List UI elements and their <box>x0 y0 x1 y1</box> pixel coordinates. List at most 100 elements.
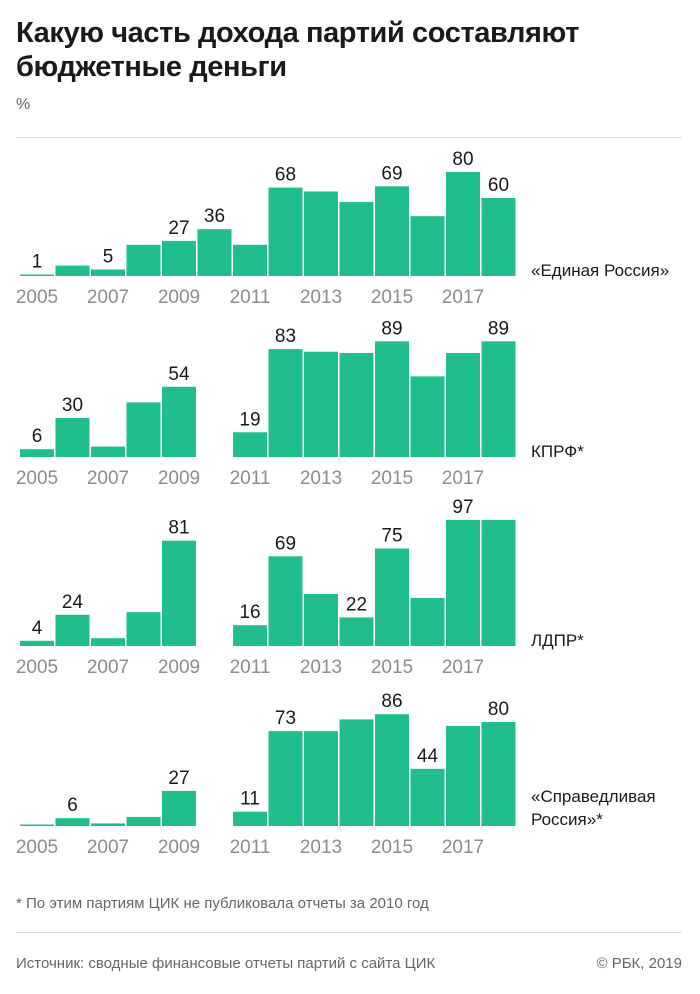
bar-2017 <box>446 353 480 457</box>
bar-2012 <box>268 556 303 646</box>
bar-2006 <box>55 265 90 276</box>
unit-label: % <box>16 96 31 113</box>
tick-label-2007: 2007 <box>87 657 129 678</box>
tick-label-2009: 2009 <box>158 657 200 678</box>
data-label-2009: 27 <box>168 218 189 239</box>
bar-2014 <box>339 353 374 457</box>
data-label-2012: 73 <box>275 708 296 729</box>
data-label-2015: 86 <box>381 691 402 712</box>
bar-2016 <box>410 768 445 826</box>
series-name-line: Россия»* <box>531 810 603 829</box>
bar-2017 <box>446 519 480 646</box>
tick-label-2005: 2005 <box>16 837 58 858</box>
data-label-2016: 44 <box>417 746 439 767</box>
bar-2017 <box>446 725 480 826</box>
bar-2015 <box>375 186 409 276</box>
data-label-2010: 36 <box>204 206 225 227</box>
series-name-line: ЛДПР* <box>531 631 584 650</box>
data-label-2015: 75 <box>381 526 402 547</box>
bar-2018 <box>481 341 516 457</box>
bar-2008 <box>126 402 161 457</box>
bar-2015 <box>375 548 409 646</box>
data-label-2005: 4 <box>32 618 43 639</box>
data-label-2012: 69 <box>275 533 296 554</box>
data-label-2009: 54 <box>168 364 190 385</box>
bar-2007 <box>91 446 125 457</box>
data-label-2006: 24 <box>62 592 84 613</box>
tick-label-2007: 2007 <box>87 468 129 489</box>
tick-label-2011: 2011 <box>230 657 271 678</box>
data-label-2006: 6 <box>67 795 78 816</box>
chart-title: Какую часть дохода партий составляют бюд… <box>16 17 580 83</box>
tick-label-2005: 2005 <box>16 657 58 678</box>
bar-2012 <box>268 187 303 276</box>
bar-2018 <box>481 519 516 646</box>
bar-2005 <box>20 824 54 826</box>
tick-label-2011: 2011 <box>230 837 271 858</box>
tick-label-2017: 2017 <box>442 837 484 858</box>
data-label-2012: 83 <box>275 326 296 347</box>
tick-label-2007: 2007 <box>87 287 129 308</box>
tick-label-2011: 2011 <box>230 468 271 489</box>
source-note: Источник: сводные финансовые отчеты парт… <box>16 955 436 972</box>
data-label-2018: 89 <box>488 318 509 339</box>
bar-2014 <box>339 201 374 276</box>
bar-2013 <box>304 351 338 457</box>
footnote: * По этим партиям ЦИК не публиковала отч… <box>16 895 429 912</box>
bar-2009 <box>162 386 196 457</box>
series-name-line: «Справедливая <box>531 787 656 806</box>
bar-2006 <box>55 418 90 457</box>
data-label-2009: 81 <box>168 518 189 539</box>
tick-label-2005: 2005 <box>16 468 58 489</box>
bar-2016 <box>410 376 445 457</box>
tick-label-2015: 2015 <box>371 287 413 308</box>
bar-2010 <box>197 229 232 276</box>
bar-2018 <box>481 722 516 826</box>
tick-label-2017: 2017 <box>442 468 484 489</box>
bar-2011 <box>233 432 267 457</box>
bar-2006 <box>55 818 90 826</box>
data-label-2017: 97 <box>452 497 473 518</box>
data-label-2009: 27 <box>168 768 189 789</box>
tick-label-2015: 2015 <box>371 468 413 489</box>
data-label-2015: 69 <box>381 163 402 184</box>
series-name-line: «Единая Россия» <box>531 261 669 280</box>
tick-label-2017: 2017 <box>442 657 484 678</box>
tick-label-2009: 2009 <box>158 287 200 308</box>
bar-2008 <box>126 612 161 646</box>
bar-2014 <box>339 617 374 646</box>
data-label-2011: 19 <box>239 409 260 430</box>
bar-2017 <box>446 172 480 276</box>
data-label-2006: 30 <box>62 395 83 416</box>
tick-label-2009: 2009 <box>158 837 200 858</box>
bar-2007 <box>91 823 125 826</box>
tick-label-2017: 2017 <box>442 287 484 308</box>
bar-2005 <box>20 640 54 646</box>
bar-2014 <box>339 719 374 826</box>
data-label-2018: 60 <box>488 175 509 196</box>
tick-label-2013: 2013 <box>300 287 342 308</box>
bar-2005 <box>20 274 54 276</box>
bar-2012 <box>268 349 303 457</box>
tick-label-2005: 2005 <box>16 287 58 308</box>
bar-2011 <box>233 625 267 646</box>
bar-2015 <box>375 341 409 457</box>
data-label-2015: 89 <box>381 318 402 339</box>
bar-2013 <box>304 594 338 646</box>
bar-2008 <box>126 244 161 276</box>
data-label-2011: 16 <box>239 602 260 623</box>
tick-label-2009: 2009 <box>158 468 200 489</box>
credit-label: © РБК, 2019 <box>596 955 682 972</box>
bar-2007 <box>91 638 125 646</box>
data-label-2018: 80 <box>488 699 509 720</box>
bar-2005 <box>20 449 54 457</box>
bar-2011 <box>233 811 267 826</box>
tick-label-2015: 2015 <box>371 837 413 858</box>
bar-2006 <box>55 614 90 646</box>
bar-2013 <box>304 191 338 276</box>
bar-2013 <box>304 731 338 826</box>
data-label-2012: 68 <box>275 165 296 186</box>
tick-label-2011: 2011 <box>230 287 271 308</box>
tick-label-2013: 2013 <box>300 657 342 678</box>
